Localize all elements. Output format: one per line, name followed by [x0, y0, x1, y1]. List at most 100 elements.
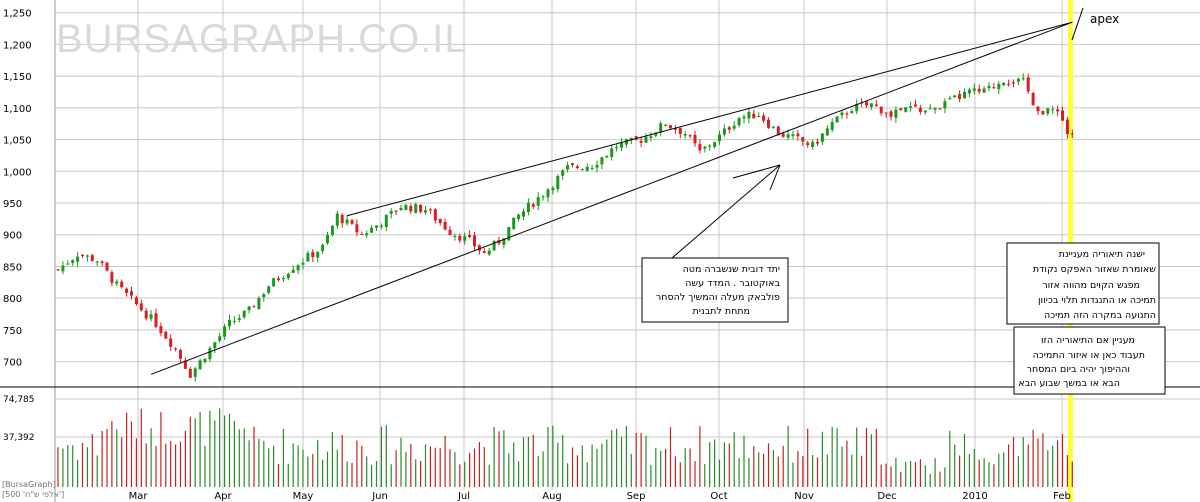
- candle-body: [992, 87, 996, 89]
- candle-body: [326, 234, 329, 244]
- y-tick-label: 800: [3, 294, 22, 305]
- candle-body: [899, 108, 903, 111]
- annotation-line: מתחת לתבנית: [693, 306, 750, 317]
- volume-bars: [57, 408, 1073, 487]
- candle-body: [350, 220, 354, 224]
- candle-body: [340, 214, 344, 224]
- candle-body: [1026, 77, 1030, 92]
- candle-body: [115, 281, 119, 284]
- candle-body: [571, 163, 574, 165]
- candle-body: [223, 326, 227, 337]
- candle-body: [1061, 110, 1064, 121]
- candle-body: [610, 148, 614, 157]
- candle-body: [634, 136, 638, 140]
- candle-body: [781, 133, 785, 137]
- candle-body: [384, 214, 388, 227]
- candle-body: [958, 94, 962, 99]
- y-tick-label: 1,050: [3, 136, 32, 147]
- candle-body: [835, 116, 839, 123]
- candle-body: [580, 169, 584, 171]
- candle-body: [757, 116, 761, 118]
- candle-body: [948, 97, 952, 100]
- candle-body: [335, 213, 339, 226]
- candle-body: [477, 245, 481, 251]
- candle-body: [370, 227, 374, 233]
- trend-lines: [150, 21, 1073, 375]
- candle-body: [884, 112, 888, 114]
- candle-body: [752, 113, 756, 119]
- candle-body: [291, 269, 295, 273]
- candle-body: [267, 286, 271, 293]
- candle-body: [620, 142, 623, 148]
- annotation-arrow-head-1: [732, 164, 781, 179]
- y-tick-label: 1,000: [3, 167, 32, 178]
- candle-body: [816, 141, 819, 144]
- candle-body: [967, 89, 971, 94]
- x-tick-label: Apr: [214, 491, 232, 502]
- candle-body: [845, 113, 849, 115]
- candle-body: [585, 167, 589, 171]
- candle-body: [1051, 109, 1055, 111]
- candle-body: [1056, 109, 1060, 112]
- watermark: BURSAGRAPH.CO.IL: [56, 17, 468, 61]
- candle-body: [433, 209, 437, 221]
- candle-body: [232, 320, 236, 322]
- candle-body: [762, 115, 766, 121]
- candle-body: [311, 252, 315, 258]
- x-axis-labels: Mar Apr May Jun Jul Aug Sep Oct Nov Dec 2010 Feb: [129, 491, 1071, 502]
- candle-body: [865, 101, 868, 106]
- candle-body: [203, 358, 207, 363]
- candle-body: [561, 170, 565, 176]
- candle-body: [458, 235, 462, 241]
- candle-body: [95, 261, 99, 263]
- y-tick-label: 750: [3, 326, 22, 337]
- candle-body: [713, 142, 717, 148]
- candle-body: [252, 306, 256, 308]
- annotation-line: מעניין אם התיאוריה הזו: [1041, 335, 1135, 346]
- annotation-box-2: ישנה תיאוריה מעניינת שאומרת שאזור האפקס …: [1006, 242, 1160, 325]
- candle-body: [428, 209, 432, 211]
- y-tick-label: 1,100: [3, 104, 32, 115]
- candle-body: [110, 272, 114, 283]
- candle-body: [453, 235, 457, 237]
- candle-body: [443, 221, 447, 230]
- x-tick-label: Oct: [710, 491, 727, 502]
- candle-body: [732, 125, 736, 129]
- candle-body: [615, 147, 619, 149]
- candle-body: [673, 128, 677, 130]
- candle-body: [933, 107, 937, 110]
- candle-body: [1065, 119, 1069, 135]
- volume-axis-labels: 74,785 37,392: [3, 395, 35, 443]
- x-tick-label: Mar: [129, 491, 149, 502]
- candle-body: [487, 250, 491, 255]
- candle-body: [624, 139, 628, 145]
- candle-body: [850, 111, 854, 114]
- candle-body: [144, 310, 148, 319]
- candle-body: [399, 207, 403, 211]
- candle-body: [301, 262, 305, 265]
- y-tick-label: 1,200: [3, 40, 32, 51]
- annotation-arrow-head-2: [769, 164, 781, 191]
- candle-body: [424, 210, 427, 213]
- candle-body: [286, 273, 290, 279]
- x-tick-label: Jul: [457, 491, 470, 502]
- annotation-line: תמיכה או התנגדות תלוי בכיוון: [1038, 295, 1156, 306]
- candle-body: [517, 214, 521, 220]
- y-tick-label: 950: [3, 199, 22, 210]
- candle-body: [174, 348, 178, 350]
- candle-body: [61, 265, 65, 272]
- candle-body: [179, 350, 182, 359]
- candle-body: [639, 140, 643, 143]
- candle-body: [242, 310, 246, 318]
- candle-body: [419, 204, 423, 212]
- candle-body: [218, 336, 222, 341]
- candle-body: [669, 125, 672, 129]
- candle-body: [820, 133, 824, 142]
- candle-body: [953, 95, 957, 98]
- candle-body: [575, 166, 579, 168]
- candle-body: [66, 263, 70, 265]
- candle-body: [482, 251, 486, 253]
- candle-body: [438, 219, 442, 224]
- annotation-box-1: יתד דובית שנשברה מטה באוקטובר . המדד עשה…: [641, 257, 789, 323]
